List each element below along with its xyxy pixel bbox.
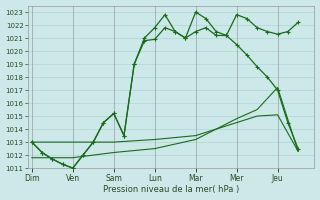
X-axis label: Pression niveau de la mer( hPa ): Pression niveau de la mer( hPa )	[103, 185, 239, 194]
